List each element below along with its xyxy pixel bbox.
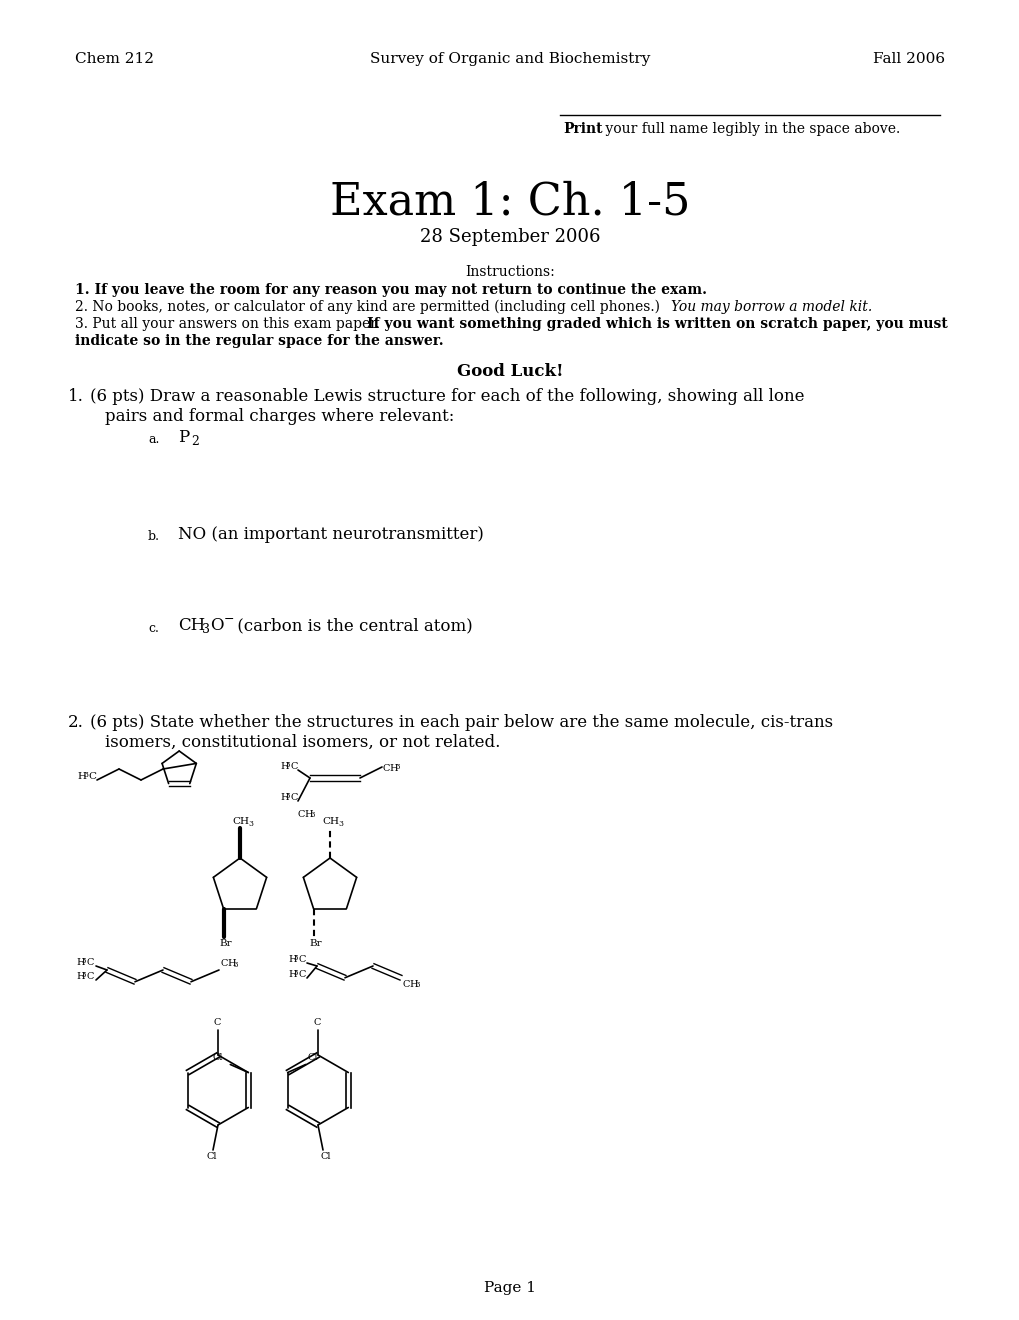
- Text: NO (an important neurotransmitter): NO (an important neurotransmitter): [178, 525, 483, 543]
- Text: 1. If you leave the room for any reason you may not return to continue the exam.: 1. If you leave the room for any reason …: [75, 282, 706, 297]
- Text: H: H: [227, 960, 235, 968]
- Text: 3: 3: [416, 981, 420, 989]
- Text: H: H: [287, 970, 297, 979]
- Text: Cl: Cl: [212, 1053, 222, 1063]
- Text: H: H: [304, 810, 312, 818]
- Text: (6 pts) State whether the structures in each pair below are the same molecule, c: (6 pts) State whether the structures in …: [90, 714, 833, 731]
- Text: Cl: Cl: [308, 1053, 318, 1063]
- Text: H: H: [388, 764, 397, 774]
- Text: CH: CH: [322, 817, 338, 826]
- Text: C: C: [298, 810, 305, 818]
- Text: 3: 3: [311, 810, 315, 818]
- Text: H: H: [287, 954, 297, 964]
- Text: H: H: [409, 979, 417, 989]
- Text: H: H: [76, 772, 86, 781]
- Text: C: C: [403, 979, 410, 989]
- Text: 3. Put all your answers on this exam paper.: 3. Put all your answers on this exam pap…: [75, 317, 384, 331]
- Text: C: C: [290, 793, 299, 803]
- Text: 3: 3: [83, 771, 88, 779]
- Text: Instructions:: Instructions:: [465, 265, 554, 279]
- Text: C: C: [87, 958, 95, 968]
- Text: 3: 3: [248, 820, 253, 828]
- Text: Survey of Organic and Biochemistry: Survey of Organic and Biochemistry: [370, 51, 649, 66]
- Text: your full name legibly in the space above.: your full name legibly in the space abov…: [600, 121, 900, 136]
- Text: H: H: [76, 972, 85, 981]
- Text: Cl: Cl: [207, 1152, 217, 1162]
- Text: isomers, constitutional isomers, or not related.: isomers, constitutional isomers, or not …: [105, 734, 500, 751]
- Text: 3: 3: [82, 957, 87, 965]
- Text: 3: 3: [293, 954, 299, 962]
- Text: You may borrow a model kit.: You may borrow a model kit.: [671, 300, 871, 314]
- Text: 1.: 1.: [68, 388, 84, 405]
- Text: If you want something graded which is written on scratch paper, you must: If you want something graded which is wr…: [367, 317, 947, 331]
- Text: CH: CH: [231, 817, 249, 826]
- Text: indicate so in the regular space for the answer.: indicate so in the regular space for the…: [75, 334, 443, 348]
- Text: H: H: [280, 793, 288, 803]
- Text: 3: 3: [82, 972, 87, 979]
- Text: C: C: [299, 954, 306, 964]
- Text: Cl: Cl: [321, 1152, 331, 1162]
- Text: C: C: [214, 1018, 221, 1027]
- Text: 3: 3: [395, 763, 400, 771]
- Text: O: O: [210, 616, 223, 634]
- Text: C: C: [88, 772, 96, 781]
- Text: 3: 3: [285, 792, 290, 800]
- Text: C: C: [221, 960, 228, 968]
- Text: (6 pts) Draw a reasonable Lewis structure for each of the following, showing all: (6 pts) Draw a reasonable Lewis structur…: [90, 388, 804, 405]
- Text: 2. No books, notes, or calculator of any kind are permitted (including cell phon: 2. No books, notes, or calculator of any…: [75, 300, 663, 314]
- Text: CH: CH: [178, 616, 205, 634]
- Text: C: C: [299, 970, 306, 979]
- Text: C: C: [87, 972, 95, 981]
- Text: Page 1: Page 1: [484, 1280, 535, 1295]
- Text: 3: 3: [285, 762, 290, 770]
- Text: (carbon is the central atom): (carbon is the central atom): [231, 616, 472, 634]
- Text: Br: Br: [309, 939, 322, 948]
- Text: C: C: [290, 762, 299, 771]
- Text: 3: 3: [337, 820, 342, 828]
- Text: P: P: [178, 429, 190, 446]
- Text: 2.: 2.: [68, 714, 84, 731]
- Text: Br: Br: [219, 939, 232, 948]
- Text: −: −: [224, 612, 234, 626]
- Text: C: C: [382, 764, 390, 774]
- Text: a.: a.: [148, 433, 159, 446]
- Text: H: H: [280, 762, 288, 771]
- Text: pairs and formal charges where relevant:: pairs and formal charges where relevant:: [105, 408, 453, 425]
- Text: 3: 3: [233, 961, 238, 969]
- Text: Fall 2006: Fall 2006: [872, 51, 944, 66]
- Text: Chem 212: Chem 212: [75, 51, 154, 66]
- Text: Good Luck!: Good Luck!: [457, 363, 562, 380]
- Text: c.: c.: [148, 622, 159, 635]
- Text: 3: 3: [202, 623, 210, 636]
- Text: Exam 1: Ch. 1-5: Exam 1: Ch. 1-5: [329, 180, 690, 223]
- Text: Print: Print: [562, 121, 602, 136]
- Text: C: C: [314, 1018, 321, 1027]
- Text: H: H: [76, 958, 85, 968]
- Text: 3: 3: [293, 969, 299, 977]
- Text: 28 September 2006: 28 September 2006: [420, 228, 599, 246]
- Text: b.: b.: [148, 531, 160, 543]
- Text: 2: 2: [191, 436, 199, 447]
